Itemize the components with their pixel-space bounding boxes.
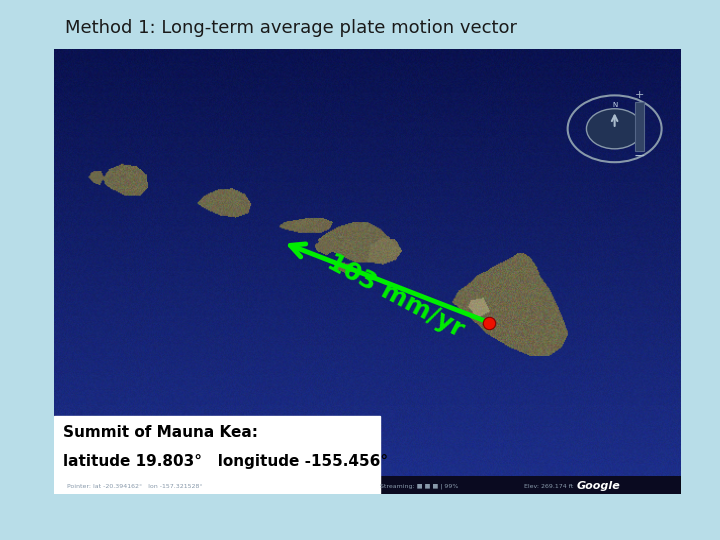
Text: +: +: [635, 90, 644, 100]
Bar: [54, 416, 379, 494]
Text: latitude 19.803°   longitude -155.456°: latitude 19.803° longitude -155.456°: [63, 454, 389, 469]
Text: Google: Google: [577, 481, 621, 491]
Text: Streaming: ■ ■ ■ | 99%: Streaming: ■ ■ ■ | 99%: [379, 483, 458, 489]
Text: Pointer: lat -20.394162°   lon -157.321528°: Pointer: lat -20.394162° lon -157.321528…: [66, 484, 202, 489]
Text: −: −: [634, 148, 646, 163]
Text: Summit of Mauna Kea:: Summit of Mauna Kea:: [63, 425, 258, 440]
Bar: [54, 476, 680, 494]
Text: N: N: [612, 102, 617, 108]
Circle shape: [587, 109, 643, 149]
Bar: [635, 102, 644, 151]
Text: Elev: 269.174 ft: Elev: 269.174 ft: [523, 484, 573, 489]
Point: [484, 318, 495, 327]
Text: Method 1: Long-term average plate motion vector: Method 1: Long-term average plate motion…: [65, 19, 517, 37]
Text: 103 mm/yr: 103 mm/yr: [323, 249, 468, 342]
